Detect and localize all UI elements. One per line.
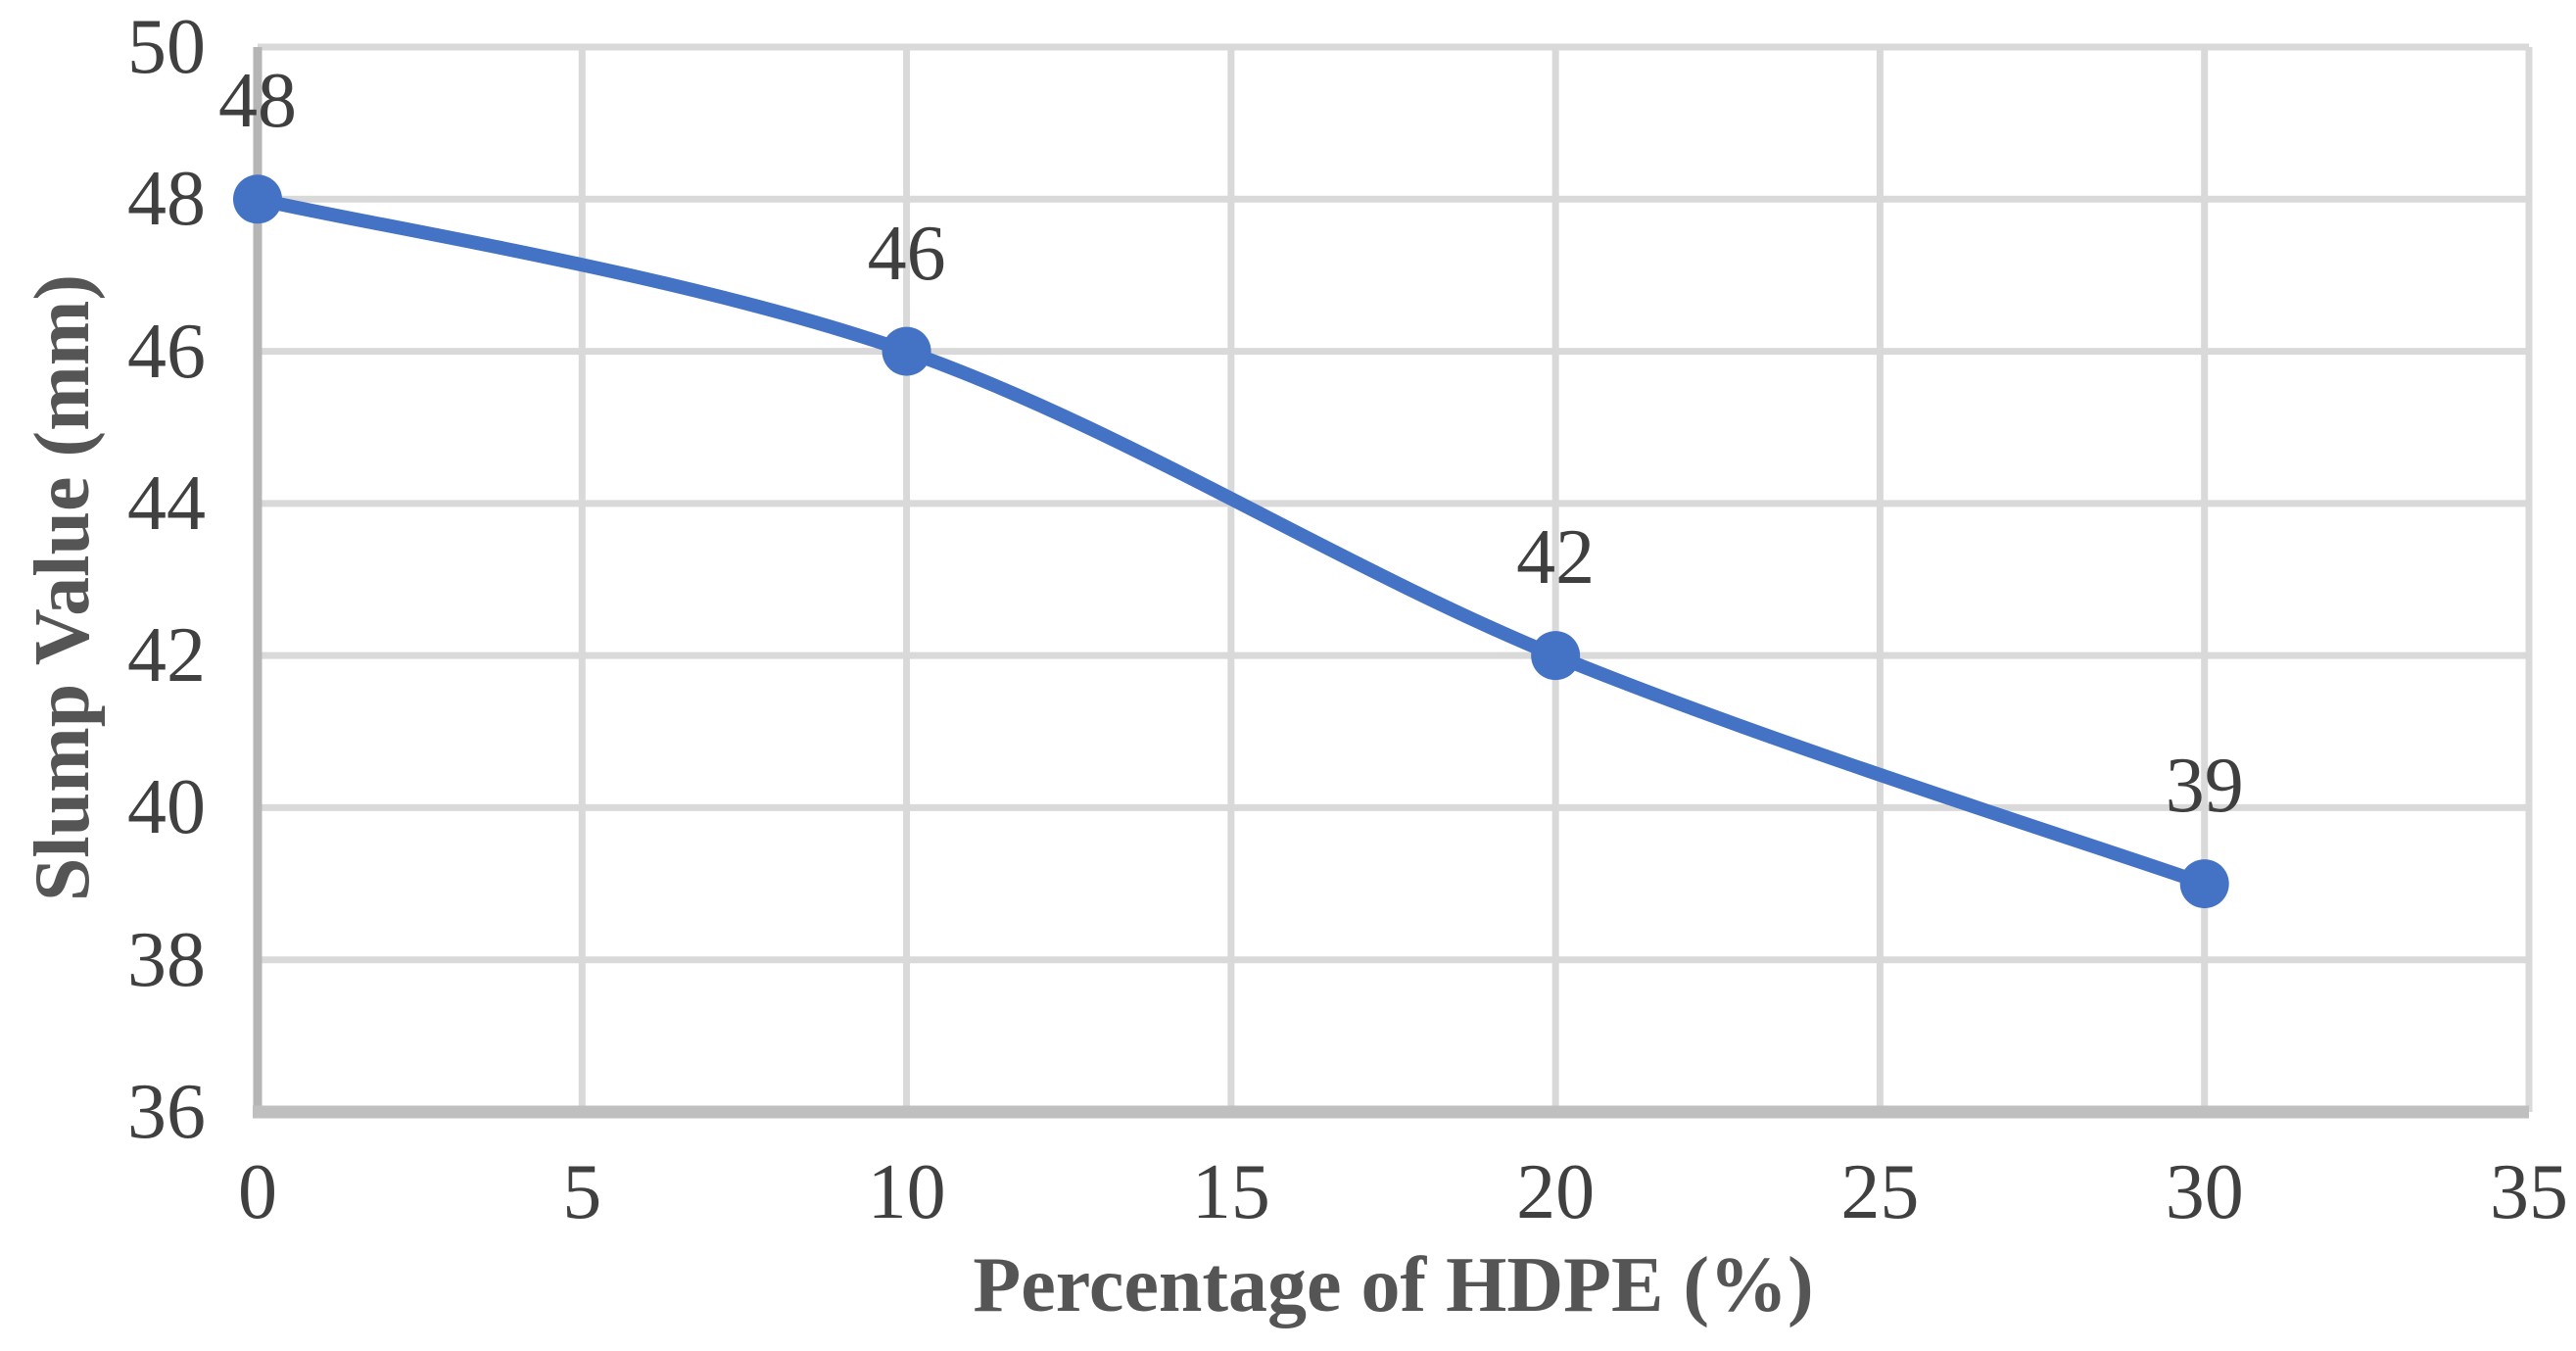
x-tick-label: 10	[867, 1149, 946, 1235]
x-tick-label: 20	[1516, 1149, 1596, 1235]
data-point-marker	[233, 174, 282, 224]
data-label: 48	[218, 58, 297, 145]
y-tick-label: 46	[127, 308, 206, 395]
y-tick-label: 42	[127, 612, 206, 700]
y-tick-label: 50	[127, 4, 206, 90]
series-line	[251, 192, 2212, 892]
data-point-marker	[882, 326, 931, 376]
y-tick-label: 40	[127, 764, 206, 851]
data-point-marker	[1531, 631, 1581, 681]
x-tick-label: 5	[562, 1149, 602, 1235]
x-tick-label: 30	[2165, 1149, 2244, 1235]
x-tick-label: 25	[1840, 1149, 1920, 1235]
y-axis-title: Slump Value (mm)	[20, 273, 106, 902]
data-label: 46	[867, 210, 946, 297]
x-tick-label: 35	[2490, 1149, 2568, 1235]
data-label: 42	[1516, 514, 1596, 602]
y-tick-label: 48	[127, 156, 206, 243]
data-point-marker	[2179, 859, 2229, 909]
data-label: 39	[2165, 743, 2244, 830]
x-axis-title: Percentage of HDPE (%)	[973, 1242, 1814, 1328]
x-tick-label: 15	[1191, 1149, 1270, 1235]
y-tick-label: 36	[127, 1069, 206, 1155]
y-tick-label: 38	[127, 916, 206, 1003]
y-tick-label: 44	[127, 459, 206, 547]
x-tick-label: 0	[238, 1149, 277, 1235]
